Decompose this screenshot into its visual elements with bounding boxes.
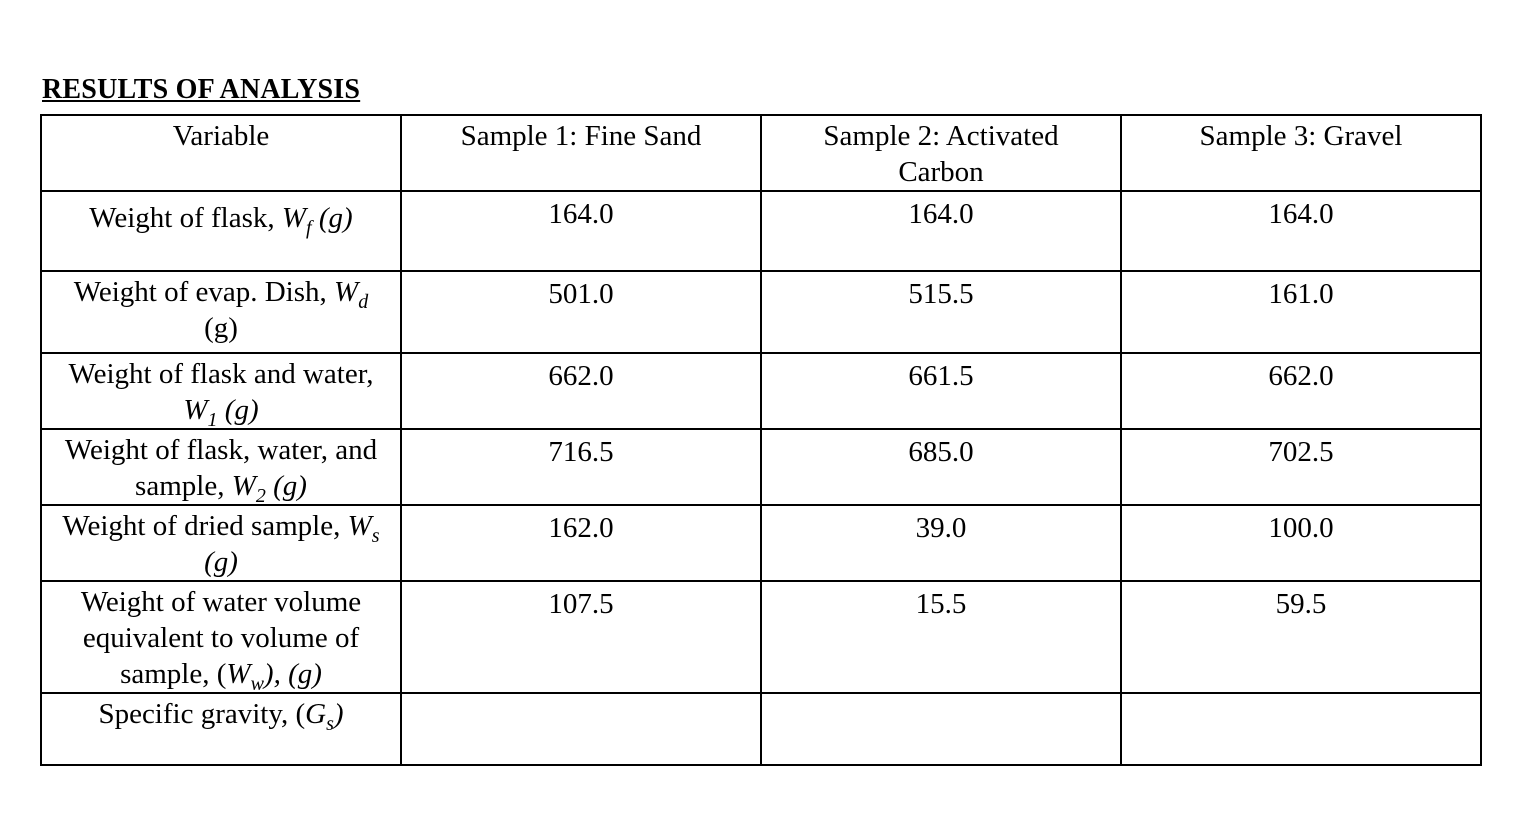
label-unit: (g) (204, 546, 238, 578)
label-symbol: W (183, 394, 208, 426)
label-text: Weight of evap. Dish, (73, 276, 335, 308)
label-subscript: w (250, 672, 264, 695)
label-unit: (g) (265, 470, 307, 502)
label-symbol: W (281, 202, 307, 234)
label-subscript: s (326, 712, 334, 735)
label-subscript: d (358, 290, 369, 313)
label-symbol: G (305, 698, 327, 730)
sample-2-value: 39.0 (760, 504, 1122, 582)
header-sample-1: Sample 1: Fine Sand (400, 114, 762, 192)
sample-1-value (400, 692, 762, 766)
label-text: Specific gravity, ( (98, 698, 306, 730)
header-row: Variable Sample 1: Fine Sand Sample 2: A… (40, 114, 1482, 192)
label-unit: ), (g) (263, 658, 322, 690)
table-row: Weight of flask, Wf (g) 164.0 164.0 164.0 (40, 190, 1482, 272)
label-unit: ) (333, 698, 344, 730)
variable-label: Weight of dried sample, Ws (g) (40, 504, 402, 582)
label-symbol: W (334, 276, 359, 308)
sample-2-value: 515.5 (760, 270, 1122, 354)
sample-3-value: 59.5 (1120, 580, 1482, 694)
label-symbol: W (231, 470, 256, 502)
header-sample-2: Sample 2: Activated Carbon (760, 114, 1122, 192)
table-row: Weight of dried sample, Ws (g) 162.0 39.0 1… (40, 504, 1482, 582)
sample-1-value: 501.0 (400, 270, 762, 354)
label-symbol: W (226, 658, 251, 690)
variable-label: Weight of evap. Dish, Wd (g) (40, 270, 402, 354)
label-unit: (g) (311, 202, 353, 234)
variable-label: Weight of flask, Wf (g) (40, 190, 402, 272)
label-text: Weight of water volume equivalent to vol… (80, 586, 362, 690)
table-row: Weight of flask and water, W1 (g) 662.0 66… (40, 352, 1482, 431)
sample-1-value: 162.0 (400, 504, 762, 582)
sample-1-value: 164.0 (400, 190, 762, 272)
label-text: Weight of flask, water, and sample, (64, 434, 378, 502)
label-text: Weight of flask and water, (68, 358, 374, 390)
table-row: Weight of evap. Dish, Wd (g) 501.0 515.5 16… (40, 270, 1482, 354)
label-unit: (g) (217, 394, 259, 426)
variable-label: Weight of flask, water, and sample, W2 (… (40, 428, 402, 507)
header-sample-3: Sample 3: Gravel (1120, 114, 1482, 192)
table-row: Weight of flask, water, and sample, W2 (… (40, 428, 1482, 507)
label-subscript: 2 (255, 484, 266, 507)
section-title: RESULTS OF ANALYSIS (42, 74, 361, 105)
label-symbol: W (347, 510, 372, 542)
results-table: Variable Sample 1: Fine Sand Sample 2: A… (40, 114, 1482, 766)
sample-2-value: 164.0 (760, 190, 1122, 272)
sample-2-value: 15.5 (760, 580, 1122, 694)
label-subscript: f (306, 216, 312, 239)
variable-label: Weight of flask and water, W1 (g) (40, 352, 402, 431)
sample-3-value (1120, 692, 1482, 766)
sample-1-value: 107.5 (400, 580, 762, 694)
label-subscript: 1 (207, 408, 218, 431)
table-row: Specific gravity, (Gs) (40, 692, 1482, 766)
sample-1-value: 716.5 (400, 428, 762, 506)
table-row: Weight of water volume equivalent to vol… (40, 580, 1482, 695)
sample-2-value (760, 692, 1122, 766)
variable-label: Weight of water volume equivalent to vol… (40, 580, 402, 695)
variable-label: Specific gravity, (Gs) (40, 692, 402, 766)
sample-3-value: 164.0 (1120, 190, 1482, 272)
sample-3-value: 161.0 (1120, 270, 1482, 354)
sample-3-value: 702.5 (1120, 428, 1482, 506)
sample-3-value: 100.0 (1120, 504, 1482, 582)
label-unit: (g) (204, 312, 238, 344)
header-variable: Variable (40, 114, 402, 192)
sample-3-value: 662.0 (1120, 352, 1482, 430)
label-subscript: s (371, 524, 380, 547)
label-text: Weight of dried sample, (62, 510, 348, 542)
sample-1-value: 662.0 (400, 352, 762, 430)
sample-2-value: 685.0 (760, 428, 1122, 506)
sample-2-value: 661.5 (760, 352, 1122, 430)
label-text: Weight of flask, (89, 202, 282, 234)
